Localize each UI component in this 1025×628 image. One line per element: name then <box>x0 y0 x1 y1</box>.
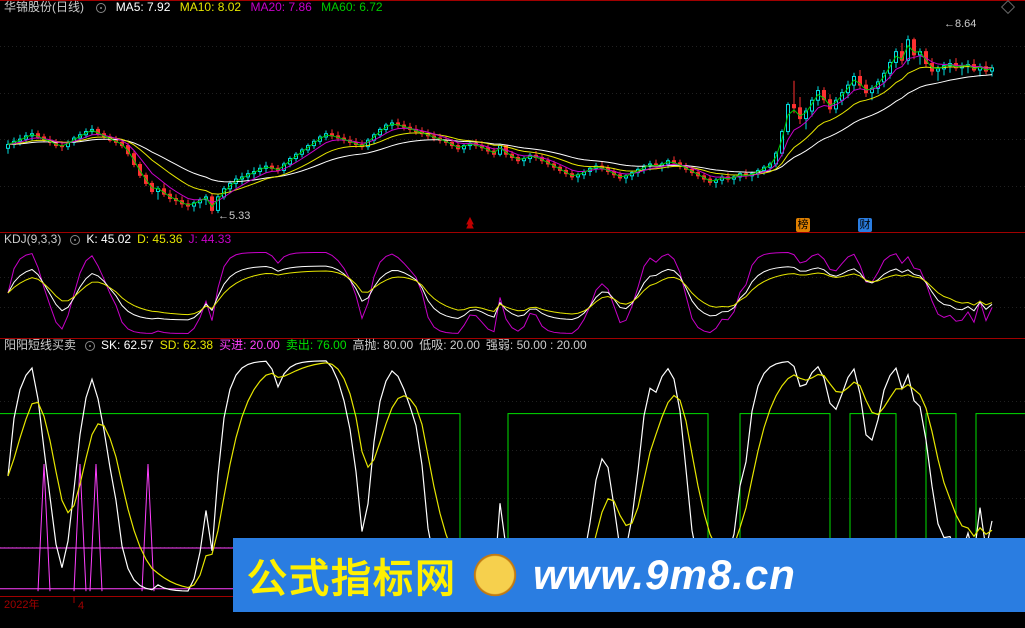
kdj-info-icon[interactable] <box>70 235 80 245</box>
price-low-annot: ←5.33 <box>218 210 250 222</box>
ma20-label: MA20: 7.86 <box>250 0 311 14</box>
kdj-header: KDJ(9,3,3)K: 45.02D: 45.36J: 44.33 <box>0 232 1025 246</box>
stock-title: 华锦股份(日线) <box>4 0 84 14</box>
watermark-banner: 公式指标网 www.9m8.cn <box>233 538 1025 612</box>
watermark-url-text: www.9m8.cn <box>533 551 796 599</box>
signal-header: 阳阳短线买卖SK: 62.57SD: 62.38买进: 20.00卖出: 76.… <box>0 338 1025 352</box>
watermark-cn-text: 公式指标网 <box>247 546 457 604</box>
kdj-panel: KDJ(9,3,3)K: 45.02D: 45.36J: 44.33 <box>0 232 1025 338</box>
event-tag-1[interactable]: 财 <box>858 218 872 232</box>
ma10-label: MA10: 8.02 <box>180 0 241 14</box>
watermark-logo-icon <box>471 551 519 599</box>
diamond-icon[interactable] <box>1001 0 1015 14</box>
info-icon[interactable] <box>96 3 106 13</box>
event-tag-0[interactable]: 榜 <box>796 218 810 232</box>
kdj-grid <box>0 232 1025 338</box>
ma5-label: MA5: 7.92 <box>116 0 171 14</box>
price-high-annot: ←8.64 <box>944 18 976 30</box>
price-header: 华锦股份(日线) MA5: 7.92 MA10: 8.02 MA20: 7.86… <box>0 0 1025 14</box>
signal-info-icon[interactable] <box>85 341 95 351</box>
price-panel: 华锦股份(日线) MA5: 7.92 MA10: 8.02 MA20: 7.86… <box>0 0 1025 232</box>
ma60-label: MA60: 6.72 <box>321 0 382 14</box>
price-grid <box>0 0 1025 232</box>
